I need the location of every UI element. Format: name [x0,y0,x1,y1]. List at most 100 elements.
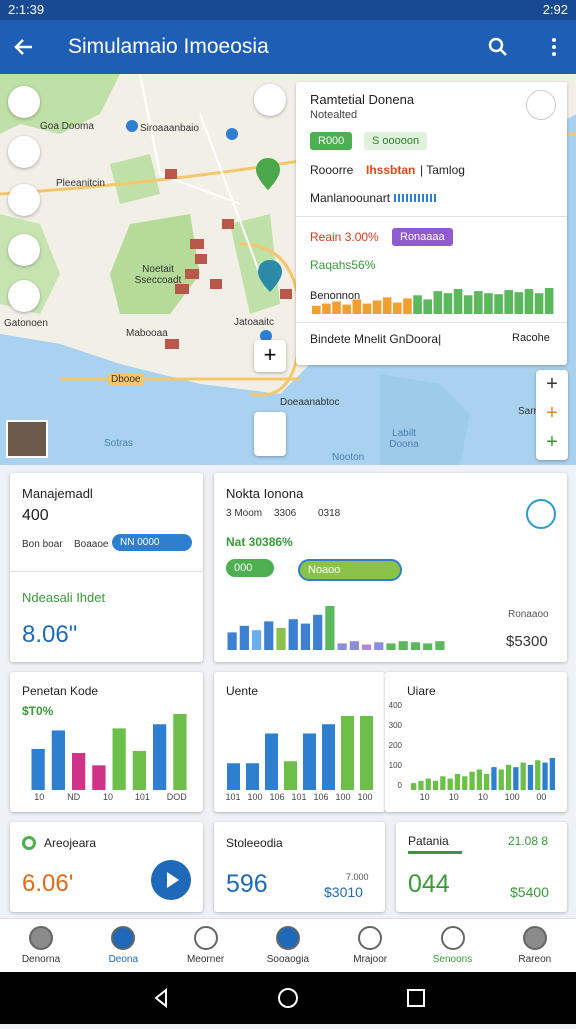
card-button[interactable]: NN 0000 [112,534,192,551]
map-compass-button[interactable] [254,412,286,456]
divider [10,571,203,572]
legend-item: 0318 [318,508,341,519]
panel-row-label: Rooorre [310,163,354,177]
map-label: Labilt Doona [389,428,419,450]
map-label: Pleeanitcin [56,178,105,189]
card-stole[interactable]: Stoleeodia 596 7.000 $3010 [214,822,385,912]
card-title: Uente [226,684,259,698]
map-label: Siroaaanbaio [140,123,199,134]
card-manage[interactable]: Manajemadl 400 Bon boar Boaaoe NN 0000 N… [10,473,203,662]
map-tool-button[interactable] [8,234,40,266]
map-tool-button[interactable] [8,184,40,216]
card-net: Nat 30386% [226,535,293,549]
nav-item[interactable]: Denorna [0,918,82,972]
nav-label: Rareon [518,954,552,965]
card-title: Patania [408,834,449,848]
panel-badge: S ooooon [364,132,428,150]
card-patania[interactable]: Patania 21.08 8 044 $5400 [396,822,567,912]
zoom-in-button[interactable]: + [254,340,286,372]
panel-title: Ramtetial Donena [310,92,415,107]
card-side-label: Ronaaoo [508,609,549,620]
search-button[interactable] [486,35,510,59]
map-label: Doeaanabtoc [280,397,340,408]
panel-reason-badge: Ronaaaa [392,228,453,246]
status-bar: 2:1:39 2:92 [0,0,576,20]
panel-reason: Reain 3.00% [310,230,379,244]
card-value: 400 [22,507,49,524]
map-label: Sarr [518,406,537,417]
map-label: Noetait Sseccoadt [134,264,182,286]
card-pill: Noaoo [298,559,402,581]
map-label: Goa Dooma [40,121,94,132]
panel-mini-meter [394,194,436,202]
card-title: Stoleeodia [226,836,283,850]
card-value: $T0% [22,704,54,718]
card-value: $3010 [324,884,363,900]
nav-icon [193,926,218,950]
nav-icon [111,926,136,950]
nav-label: Meorner [186,954,225,965]
app-bar: Simulamaio Imoeosia [0,20,576,74]
card-corner: 21.08 8 [508,834,549,848]
card-title: Areojeara [44,836,97,850]
menu-button[interactable] [542,35,566,59]
card-uente[interactable]: Uente [214,672,385,812]
map-info-panel: Ramtetial Donena Notealted R000 S ooooon… [296,82,567,365]
card-penetan[interactable]: Penetan Kode $T0% [10,672,203,812]
card-title: Manajemadl [22,486,93,501]
card-big-value: 044 [408,870,450,898]
card-action-button[interactable] [526,499,556,529]
nav-item[interactable]: Deona [82,918,164,972]
card-title: Penetan Kode [22,684,99,698]
map-zoom-controls[interactable]: + + + [536,370,568,460]
divider [296,322,567,323]
legend-item: 3306 [274,508,297,519]
divider [296,216,567,217]
map-label: Sotras [104,438,133,449]
legend-item: 3 Moom [226,508,263,519]
map-tool-button[interactable] [8,136,40,168]
nav-item[interactable]: Rareon [494,918,576,972]
app-title: Simulamaio Imoeosia [68,35,269,58]
card-pill: 000 [226,559,274,577]
nav-item[interactable]: Sooaogia [247,918,329,972]
status-clock: 2:92 [542,2,568,17]
card-uiare[interactable]: Uiare [385,672,567,812]
nav-label: Deona [108,954,139,965]
map-label: Dbooe [108,374,144,385]
nav-icon [358,926,383,950]
nav-icon [275,926,300,950]
user-avatar[interactable] [6,420,48,458]
map-location-button[interactable] [254,84,286,116]
card-subtitle: Ndeasali Ihdet [22,590,106,605]
back-button[interactable] [12,35,36,59]
card-side-value: $5300 [506,633,548,650]
nav-item[interactable]: Meorner [165,918,247,972]
panel-row-highlight: Ihssbtan [366,163,416,177]
card-big-value: 6.06' [22,870,74,897]
card-title: Uiare [407,684,436,698]
panel-row-label: Manlanoounart [310,191,391,205]
card-areo[interactable]: Areojeara 6.06' [10,822,203,912]
panel-action-button[interactable] [526,90,556,120]
panel-rangas: Raqahs56% [310,258,376,272]
panel-footer-right: Racohe [512,332,550,344]
play-button[interactable] [151,860,191,900]
map-tool-button[interactable] [8,280,40,312]
nav-item[interactable]: Mrajoor [329,918,411,972]
nav-label: Mrajoor [353,954,388,965]
nav-label: Denorna [21,954,61,965]
nav-icon [29,926,53,950]
map-label: Nooton [332,452,365,463]
card-icon [22,836,36,850]
nav-label: Sooaogia [266,954,310,965]
card-nokta[interactable]: Nokta Ionona 3 Moom 3306 0318 Nat 30386%… [214,473,567,662]
panel-footer: Bindete Mnelit GnDoora| [310,332,442,346]
nav-item[interactable]: Senoons [412,918,494,972]
card-label: Bon boar [22,539,63,550]
map-tool-button[interactable] [8,86,40,118]
card-small: 7.000 [346,872,369,882]
panel-row-label: | Tamlog [420,163,465,177]
card-big-value: 8.06" [22,621,78,648]
